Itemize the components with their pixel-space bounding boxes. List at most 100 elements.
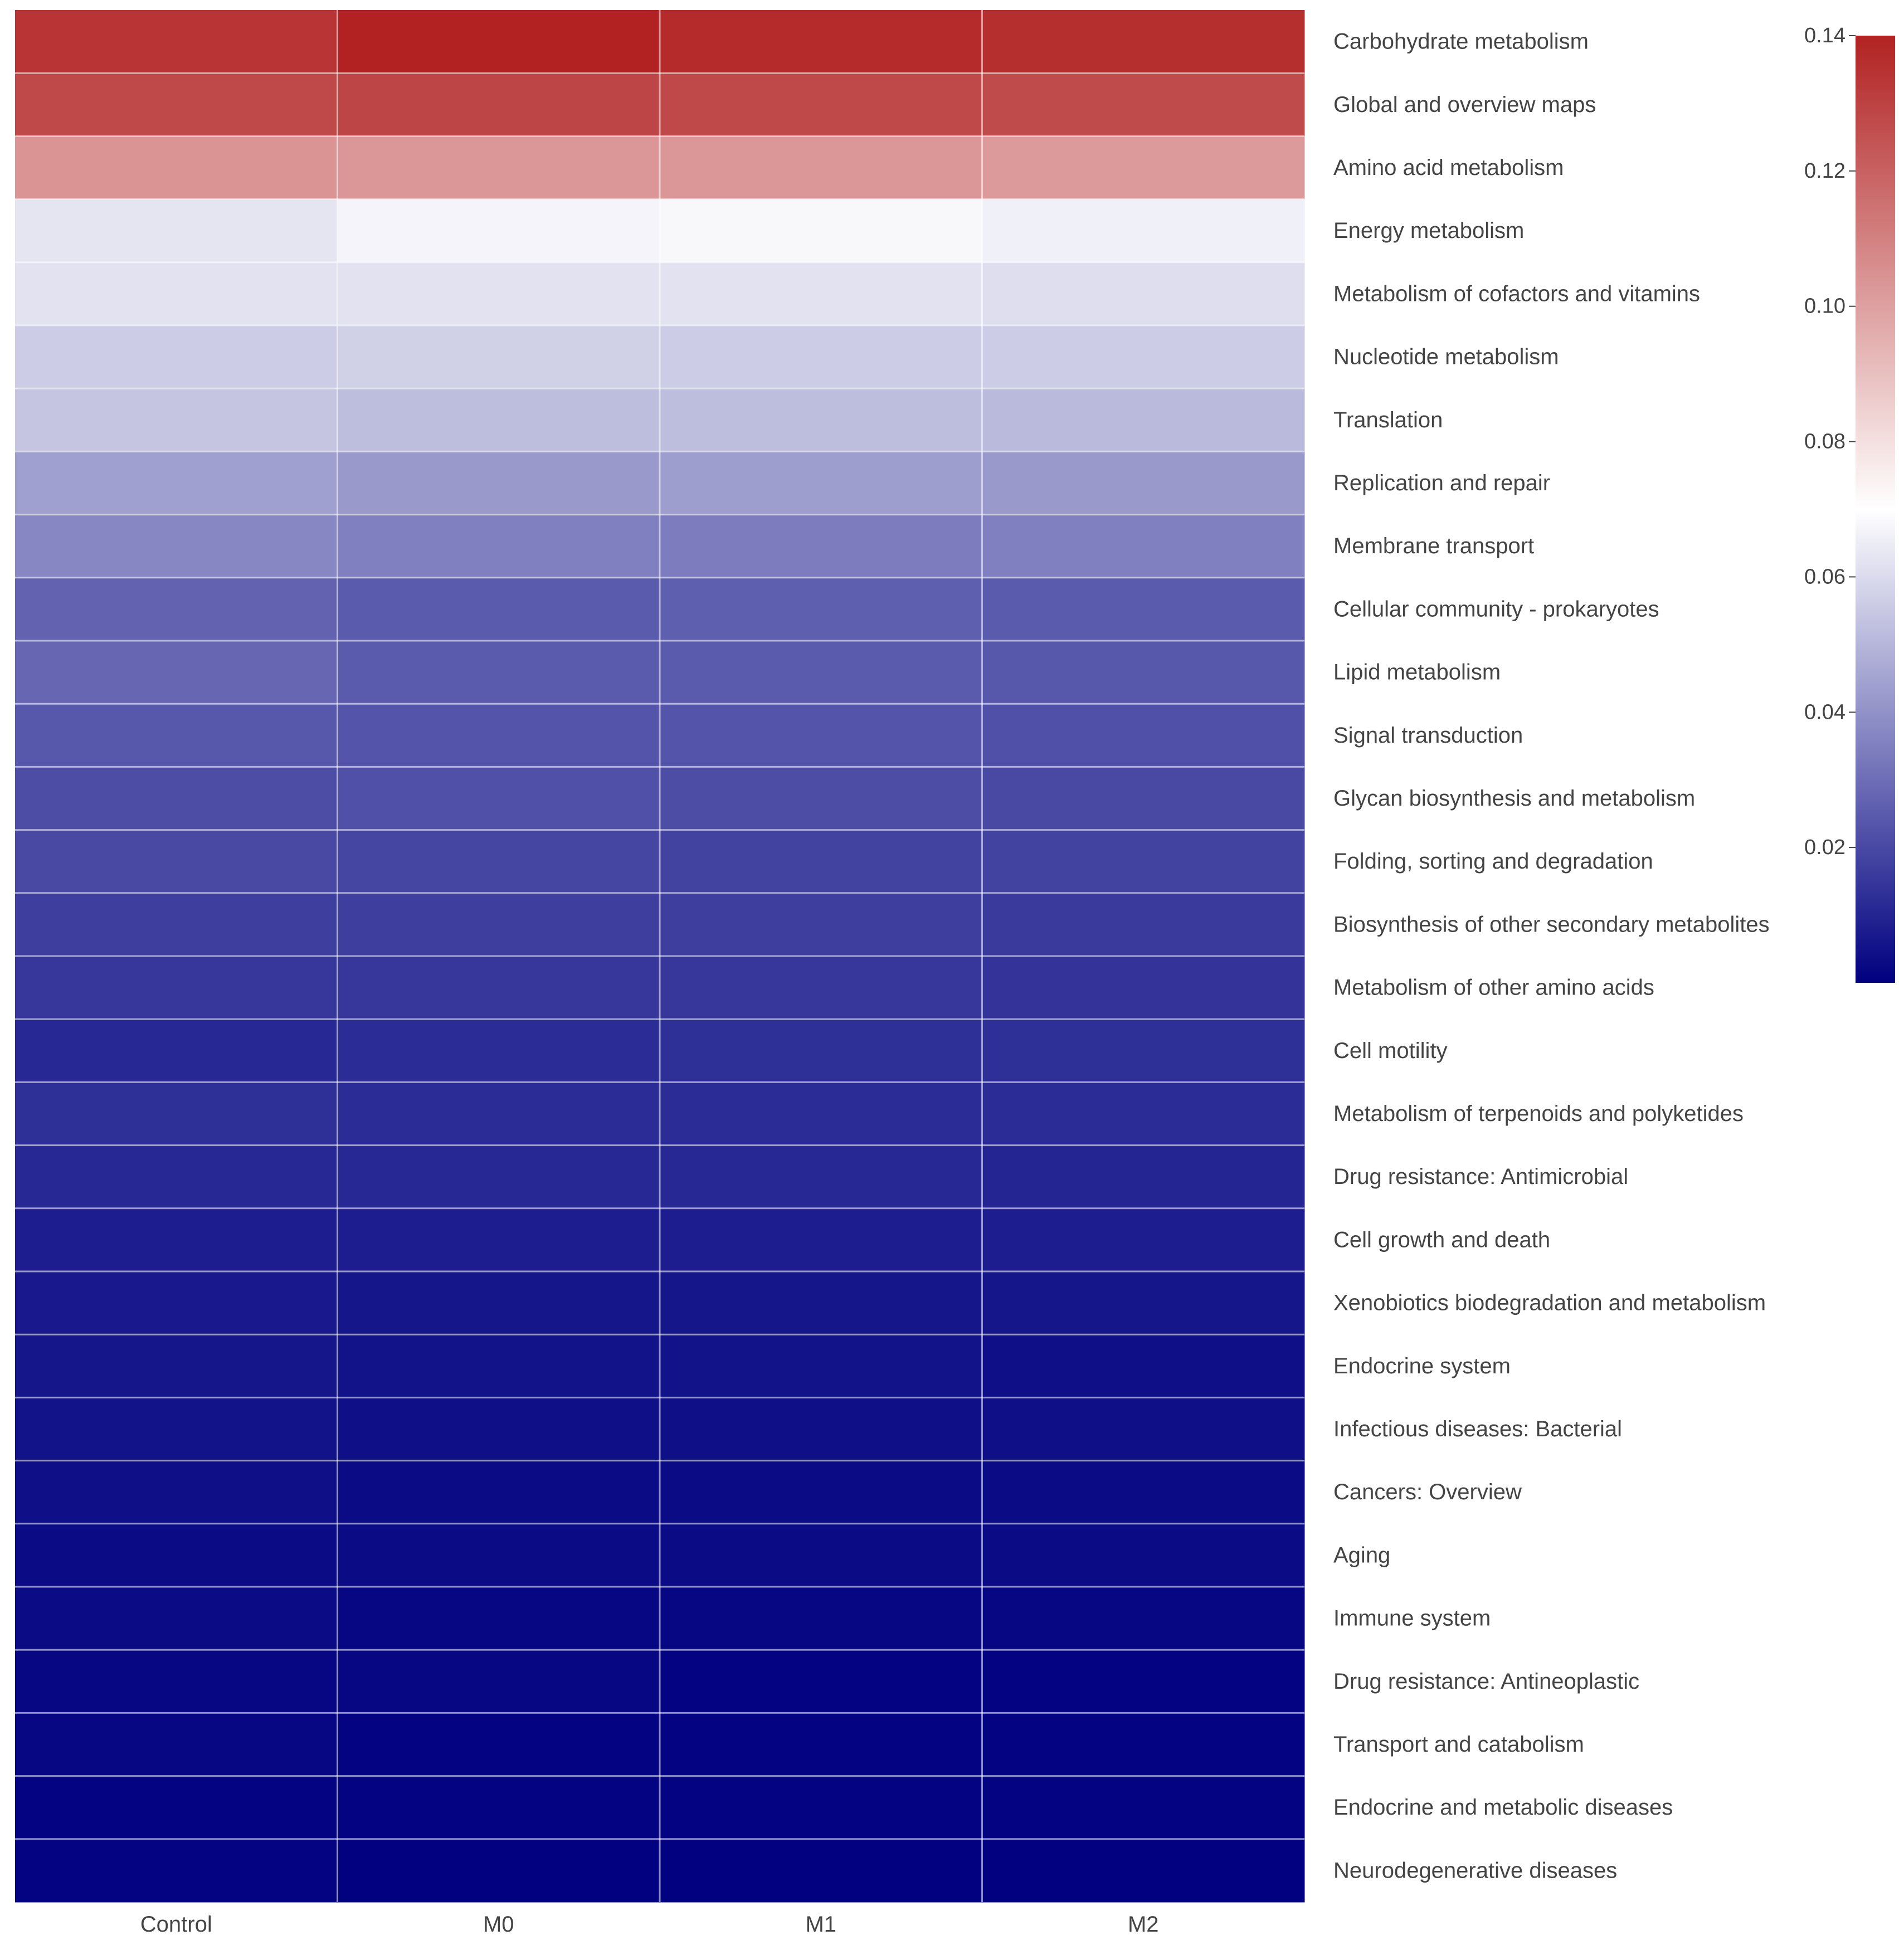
heatmap-cell <box>982 704 1305 767</box>
heatmap-cell <box>15 641 338 704</box>
heatmap-cell <box>15 1587 338 1650</box>
colorbar-gradient <box>1856 36 1895 983</box>
heatmap-gridlines <box>15 10 1304 1902</box>
heatmap-cell <box>15 388 338 452</box>
heatmap-cell <box>337 1271 660 1335</box>
row-label: Energy metabolism <box>1333 218 1524 243</box>
row-label: Cell motility <box>1333 1039 1447 1063</box>
column-label: M1 <box>805 1912 836 1937</box>
heatmap-cell <box>982 1523 1305 1587</box>
heatmap-cell <box>660 262 982 326</box>
heatmap-cell <box>15 704 338 767</box>
heatmap-cell <box>337 893 660 957</box>
heatmap-cell <box>337 388 660 452</box>
heatmap-cell <box>15 1208 338 1272</box>
heatmap-cell <box>15 199 338 263</box>
heatmap-cell <box>982 830 1305 894</box>
heatmap-cell <box>337 1523 660 1587</box>
row-label: Metabolism of cofactors and vitamins <box>1333 281 1700 306</box>
row-label: Nucleotide metabolism <box>1333 345 1559 369</box>
row-label: Replication and repair <box>1333 471 1550 495</box>
heatmap-cell <box>337 1776 660 1840</box>
heatmap-cell <box>982 1271 1305 1335</box>
heatmap-cell <box>982 1208 1305 1272</box>
row-label: Translation <box>1333 408 1443 432</box>
column-labels: Control M0 M1 M2 <box>140 1912 1159 1937</box>
heatmap-cell <box>982 956 1305 1020</box>
heatmap-cell <box>660 1271 982 1335</box>
heatmap-cell <box>982 641 1305 704</box>
heatmap-cell <box>15 1839 338 1903</box>
heatmap-cell <box>982 893 1305 957</box>
heatmap-cell <box>15 73 338 137</box>
heatmap-cell <box>660 199 982 263</box>
row-label: Lipid metabolism <box>1333 660 1501 685</box>
colorbar-tick-label: 0.14 <box>1804 24 1845 47</box>
heatmap-cell <box>15 956 338 1020</box>
heatmap-cell <box>660 641 982 704</box>
row-label: Amino acid metabolism <box>1333 155 1564 180</box>
row-label: Neurodegenerative diseases <box>1333 1858 1617 1883</box>
heatmap-cell <box>660 73 982 137</box>
heatmap-cell <box>660 1776 982 1840</box>
heatmap-cell <box>982 514 1305 578</box>
heatmap-cell <box>15 893 338 957</box>
colorbar-tick-label: 0.06 <box>1804 565 1845 588</box>
heatmap-cell <box>337 325 660 389</box>
heatmap-cell <box>337 1397 660 1461</box>
heatmap-cell <box>660 1208 982 1272</box>
heatmap-cell <box>660 1145 982 1209</box>
row-label: Transport and catabolism <box>1333 1732 1584 1757</box>
heatmap-cell <box>982 451 1305 515</box>
heatmap-cell <box>660 325 982 389</box>
heatmap-cell <box>982 1145 1305 1209</box>
heatmap-cell <box>660 1019 982 1083</box>
heatmap-cell <box>982 1019 1305 1083</box>
heatmap-cell <box>15 1776 338 1840</box>
heatmap-cell <box>337 1460 660 1524</box>
row-label: Glycan biosynthesis and metabolism <box>1333 786 1695 811</box>
heatmap-cell <box>15 830 338 894</box>
heatmap-cell <box>982 136 1305 200</box>
row-label: Drug resistance: Antineoplastic <box>1333 1669 1639 1694</box>
heatmap-cell <box>982 1334 1305 1398</box>
heatmap-cell <box>337 704 660 767</box>
row-label: Carbohydrate metabolism <box>1333 30 1589 54</box>
heatmap-cell <box>982 1776 1305 1840</box>
row-label: Xenobiotics biodegradation and metabolis… <box>1333 1291 1766 1315</box>
heatmap-cell <box>15 1082 338 1146</box>
heatmap-cell <box>337 10 660 74</box>
row-label: Aging <box>1333 1543 1390 1567</box>
heatmap-cell <box>337 73 660 137</box>
heatmap-cell <box>982 1839 1305 1903</box>
heatmap-cell <box>337 1650 660 1713</box>
heatmap-cell <box>15 451 338 515</box>
heatmap-cell <box>660 577 982 641</box>
heatmap-cell <box>660 1839 982 1903</box>
column-label: M0 <box>483 1912 514 1937</box>
heatmap-cell <box>660 1334 982 1398</box>
heatmap-cell <box>337 199 660 263</box>
heatmap-cell <box>15 1271 338 1335</box>
heatmap-cell <box>15 1397 338 1461</box>
heatmap-cell <box>660 10 982 74</box>
heatmap-cell <box>660 1523 982 1587</box>
heatmap-cell <box>15 136 338 200</box>
heatmap-cell <box>15 1713 338 1777</box>
colorbar-tick-label: 0.08 <box>1804 430 1845 454</box>
heatmap-cell <box>982 73 1305 137</box>
row-label: Drug resistance: Antimicrobial <box>1333 1164 1628 1189</box>
heatmap-cell <box>337 262 660 326</box>
heatmap-cell <box>15 514 338 578</box>
heatmap-cell <box>15 1523 338 1587</box>
heatmap-cell <box>337 830 660 894</box>
heatmap-cell <box>660 1082 982 1146</box>
heatmap-cell <box>982 767 1305 831</box>
heatmap-cell <box>660 136 982 200</box>
heatmap-cell <box>15 1460 338 1524</box>
row-label: Infectious diseases: Bacterial <box>1333 1417 1622 1441</box>
heatmap-cell <box>15 577 338 641</box>
heatmap-cell <box>337 1334 660 1398</box>
heatmap-cell <box>660 1397 982 1461</box>
